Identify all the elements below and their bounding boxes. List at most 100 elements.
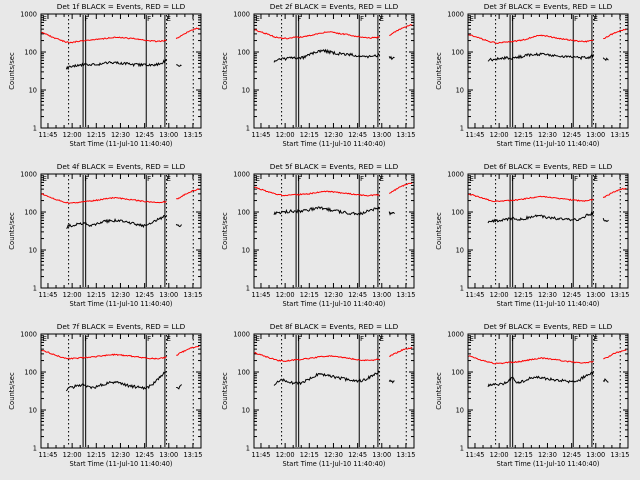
x-tick-label: 13:00 [373, 451, 392, 459]
plot-panel-4f: Det 4f BLACK = Events, RED = LLD 1 10 100 10… [0, 160, 213, 320]
panel-title: Det 1f BLACK = Events, RED = LLD [57, 2, 186, 11]
x-tick-label: 13:15 [183, 451, 202, 459]
y-axis-label: Counts/sec [8, 372, 16, 410]
x-tick-label: 12:00 [63, 451, 82, 459]
plot-panel-6f: Det 6f BLACK = Events, RED = LLD 1 10 100 10… [427, 160, 640, 320]
x-tick-label: 13:15 [610, 131, 629, 139]
y-tick-label: 100 [24, 208, 37, 216]
x-tick-label: 12:30 [538, 451, 557, 459]
x-tick-label: 12:15 [300, 291, 319, 299]
x-tick-label: 13:15 [183, 291, 202, 299]
trace-lld [468, 187, 627, 203]
trace-lld [467, 349, 627, 365]
plot-frame [467, 173, 629, 289]
x-tick-label: 11:45 [252, 131, 271, 139]
y-tick-label: 100 [238, 208, 251, 216]
trace-events [273, 206, 396, 216]
marker-label: E [380, 14, 385, 23]
marker-label: E [166, 334, 171, 343]
x-tick-label: 12:00 [489, 131, 508, 139]
marker-label: E [593, 14, 598, 23]
trace-lld [468, 28, 627, 44]
x-tick-label: 13:15 [610, 291, 629, 299]
plot-frame [467, 13, 629, 129]
x-tick-label: 12:15 [87, 291, 106, 299]
x-tick-label: 12:15 [87, 131, 106, 139]
y-tick-label: 1000 [20, 170, 37, 178]
x-tick-label: 13:15 [397, 291, 416, 299]
x-tick-label: 12:00 [63, 131, 82, 139]
marker-label: E [256, 14, 261, 23]
x-tick-label: 13:00 [373, 131, 392, 139]
x-tick-label: 12:45 [348, 291, 367, 299]
panel-title: Det 9f BLACK = Events, RED = LLD [483, 322, 612, 331]
y-tick-label: 10 [455, 86, 463, 94]
plot-frame [467, 333, 629, 449]
trace-events [487, 52, 609, 62]
y-axis-label: Counts/sec [221, 52, 229, 90]
marker-label: E [380, 174, 385, 183]
y-tick-label: 1000 [20, 10, 37, 18]
x-tick-label: 12:15 [87, 451, 106, 459]
trace-events [65, 58, 182, 71]
y-tick-label: 100 [451, 208, 464, 216]
plot-frame [253, 13, 415, 129]
x-tick-label: 13:15 [183, 131, 202, 139]
panel-title: Det 2f BLACK = Events, RED = LLD [270, 2, 399, 11]
x-tick-label: 12:30 [538, 291, 557, 299]
marker-label: F [84, 334, 88, 343]
y-axis-label: Counts/sec [435, 52, 443, 90]
y-tick-label: 1000 [447, 10, 464, 18]
plot-panel-8f: Det 8f BLACK = Events, RED = LLD 1 10 100 10… [213, 320, 426, 480]
panel-title: Det 8f BLACK = Events, RED = LLD [270, 322, 399, 331]
y-axis-label: Counts/sec [435, 372, 443, 410]
y-tick-label: 1 [33, 284, 37, 292]
trace-lld [41, 188, 200, 205]
marker-label: E [469, 334, 474, 343]
x-tick-label: 12:45 [562, 291, 581, 299]
y-tick-label: 1 [246, 444, 250, 452]
x-tick-label: 13:00 [159, 131, 178, 139]
panel-title: Det 6f BLACK = Events, RED = LLD [483, 162, 612, 171]
marker-label: E [166, 174, 171, 183]
plot-panel-5f: Det 5f BLACK = Events, RED = LLD 1 10 100 10… [213, 160, 426, 320]
y-tick-label: 10 [29, 406, 37, 414]
marker-label: F [147, 174, 151, 183]
panel-title: Det 3f BLACK = Events, RED = LLD [483, 2, 612, 11]
trace-events [66, 214, 182, 229]
y-tick-label: 1 [459, 444, 463, 452]
marker-label: F [574, 334, 578, 343]
x-axis-label: Start Time (11-Jul-10 11:40:40) [70, 460, 173, 468]
y-tick-label: 1000 [234, 170, 251, 178]
marker-label: F [360, 14, 364, 23]
x-tick-label: 11:45 [465, 131, 484, 139]
marker-label: E [42, 174, 47, 183]
y-tick-label: 10 [29, 246, 37, 254]
marker-label: E [42, 14, 47, 23]
marker-label: E [593, 334, 598, 343]
plot-panel-2f: Det 2f BLACK = Events, RED = LLD 1 10 100 10… [213, 0, 426, 160]
x-tick-label: 12:00 [276, 291, 295, 299]
trace-events [487, 371, 609, 388]
y-tick-label: 1 [246, 124, 250, 132]
marker-label: F [511, 14, 515, 23]
x-tick-label: 12:45 [348, 451, 367, 459]
y-tick-label: 10 [242, 246, 250, 254]
y-tick-label: 100 [238, 48, 251, 56]
trace-events [65, 371, 182, 392]
marker-label: F [298, 174, 302, 183]
x-tick-label: 11:45 [38, 291, 57, 299]
x-tick-label: 12:15 [513, 291, 532, 299]
x-tick-label: 13:00 [159, 291, 178, 299]
x-tick-label: 12:45 [562, 451, 581, 459]
y-axis-label: Counts/sec [221, 212, 229, 250]
x-tick-label: 12:30 [538, 131, 557, 139]
panel-title: Det 5f BLACK = Events, RED = LLD [270, 162, 399, 171]
x-tick-label: 12:30 [111, 131, 130, 139]
trace-lld [254, 346, 413, 363]
trace-events [274, 370, 396, 386]
x-tick-label: 11:45 [38, 451, 57, 459]
x-tick-label: 12:00 [276, 451, 295, 459]
y-axis-label: Counts/sec [221, 372, 229, 410]
plot-frame [40, 333, 202, 449]
